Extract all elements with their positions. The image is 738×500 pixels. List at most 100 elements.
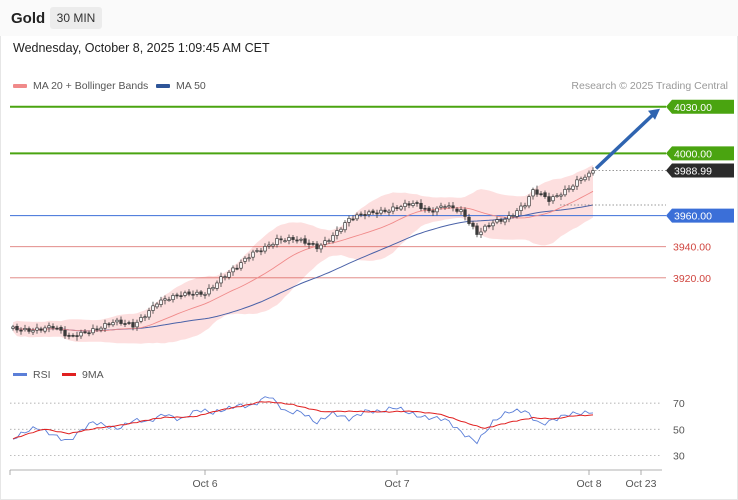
candle-body [463,209,467,217]
rsi-ma-legend-label: 9MA [82,369,104,381]
candle [99,326,103,333]
candle-body [475,225,479,235]
candle-body [23,328,27,331]
candle-body [275,238,279,245]
candle [315,241,319,252]
candle [367,209,371,218]
candle [23,324,27,332]
candle-body [391,206,395,212]
candle [387,209,391,216]
candle-body [499,219,503,222]
candle-body [251,251,255,258]
candle-body [279,238,283,241]
rsi-swatch [13,373,27,376]
candle [195,289,199,297]
candle [503,216,507,226]
candle-body [551,196,555,202]
candle [187,289,191,297]
candle [403,199,407,211]
candle [499,217,503,225]
level-label-3: 3940.00 [673,242,711,254]
timeframe-button[interactable]: 30 MIN [50,7,102,29]
candle-body [579,178,583,181]
candle-body [271,243,275,247]
candle-body [223,276,227,278]
candle-body [203,293,207,296]
rsi-panel: RSI 9MA 30 50 70 [10,369,685,462]
candle-body [431,210,435,213]
candle-body [255,250,259,252]
candle-body [51,326,55,329]
candle-body [231,267,235,273]
candle [307,239,311,249]
candle-body [507,215,511,220]
candle [275,234,279,248]
candle [147,307,151,320]
candle [219,272,223,287]
candle [455,207,459,214]
candle [519,202,523,215]
candle [299,237,303,243]
candle-body [347,217,351,223]
candle-body [295,239,299,242]
candle-body [91,328,95,334]
candle [283,238,287,243]
candle-body [311,243,315,245]
candle-body [147,310,151,318]
candle [251,249,255,261]
candle [523,202,527,210]
candle [119,316,123,326]
x-axis-label-3: Oct 23 [626,478,657,490]
candle-body [375,212,379,215]
candle-body [67,334,71,337]
candle-body [563,188,567,196]
candle [55,325,59,331]
candle-body [511,215,515,217]
candle [531,187,535,200]
candle [75,331,79,341]
candle-body [43,327,47,332]
candle [183,290,187,298]
candle-body [71,334,75,337]
candle [375,209,379,219]
x-axis-label-0: Oct 6 [192,478,217,490]
candle-body [439,205,443,208]
candle-body [543,192,547,197]
candle-body [383,209,387,212]
candle [435,206,439,216]
candle-body [127,322,131,324]
candle-body [87,332,91,335]
candle-body [291,237,295,240]
candle-body [443,206,447,208]
candle [83,329,87,334]
candle-body [575,179,579,187]
candle-body [55,327,59,330]
candle-body [247,257,251,260]
candle-body [103,323,107,329]
candle-body [199,291,203,295]
candle-body [195,291,199,295]
candle [451,202,455,212]
candle-body [283,240,287,243]
candle-body [587,172,591,178]
candle [71,333,75,338]
candle-body [139,317,143,322]
candle-body [135,321,139,328]
candle [211,284,215,292]
candle [495,216,499,225]
candle [243,256,247,265]
candle [323,236,327,247]
datetime-label: Wednesday, October 8, 2025 1:09:45 AM CE… [13,41,270,55]
candle [31,327,35,336]
candle-body [239,262,243,269]
candle [91,324,95,336]
candle-body [343,222,347,231]
candle-body [287,237,291,241]
legend-ma20: MA 20 + Bollinger Bands [13,80,148,92]
candle-body [583,176,587,181]
candle [159,296,163,308]
candle-body [527,196,531,207]
candle [407,200,411,209]
candle [143,314,147,321]
candle [351,215,355,222]
